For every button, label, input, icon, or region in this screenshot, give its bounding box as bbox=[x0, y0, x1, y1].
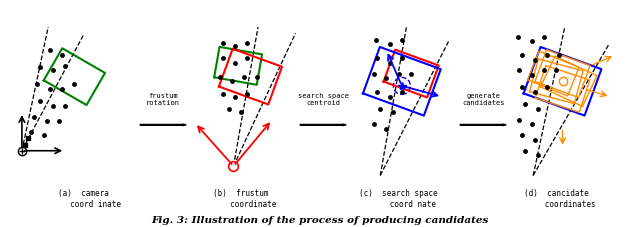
Text: (d)  cancidate
      coordinates: (d) cancidate coordinates bbox=[517, 189, 596, 209]
Text: Fig. 3: Illustration of the process of producing candidates: Fig. 3: Illustration of the process of p… bbox=[151, 216, 489, 225]
Text: (c)  search space
      coord nate: (c) search space coord nate bbox=[360, 189, 438, 209]
Text: (a)  camera
     coord inate: (a) camera coord inate bbox=[47, 189, 121, 209]
Text: generate
candidates: generate candidates bbox=[462, 93, 504, 106]
Polygon shape bbox=[140, 124, 186, 126]
Text: (b)  frustum
     coordinate: (b) frustum coordinate bbox=[207, 189, 276, 209]
Text: search space
centroid: search space centroid bbox=[298, 93, 349, 106]
Text: frustum
rotation: frustum rotation bbox=[146, 93, 180, 106]
Polygon shape bbox=[460, 124, 506, 126]
Polygon shape bbox=[300, 124, 346, 126]
